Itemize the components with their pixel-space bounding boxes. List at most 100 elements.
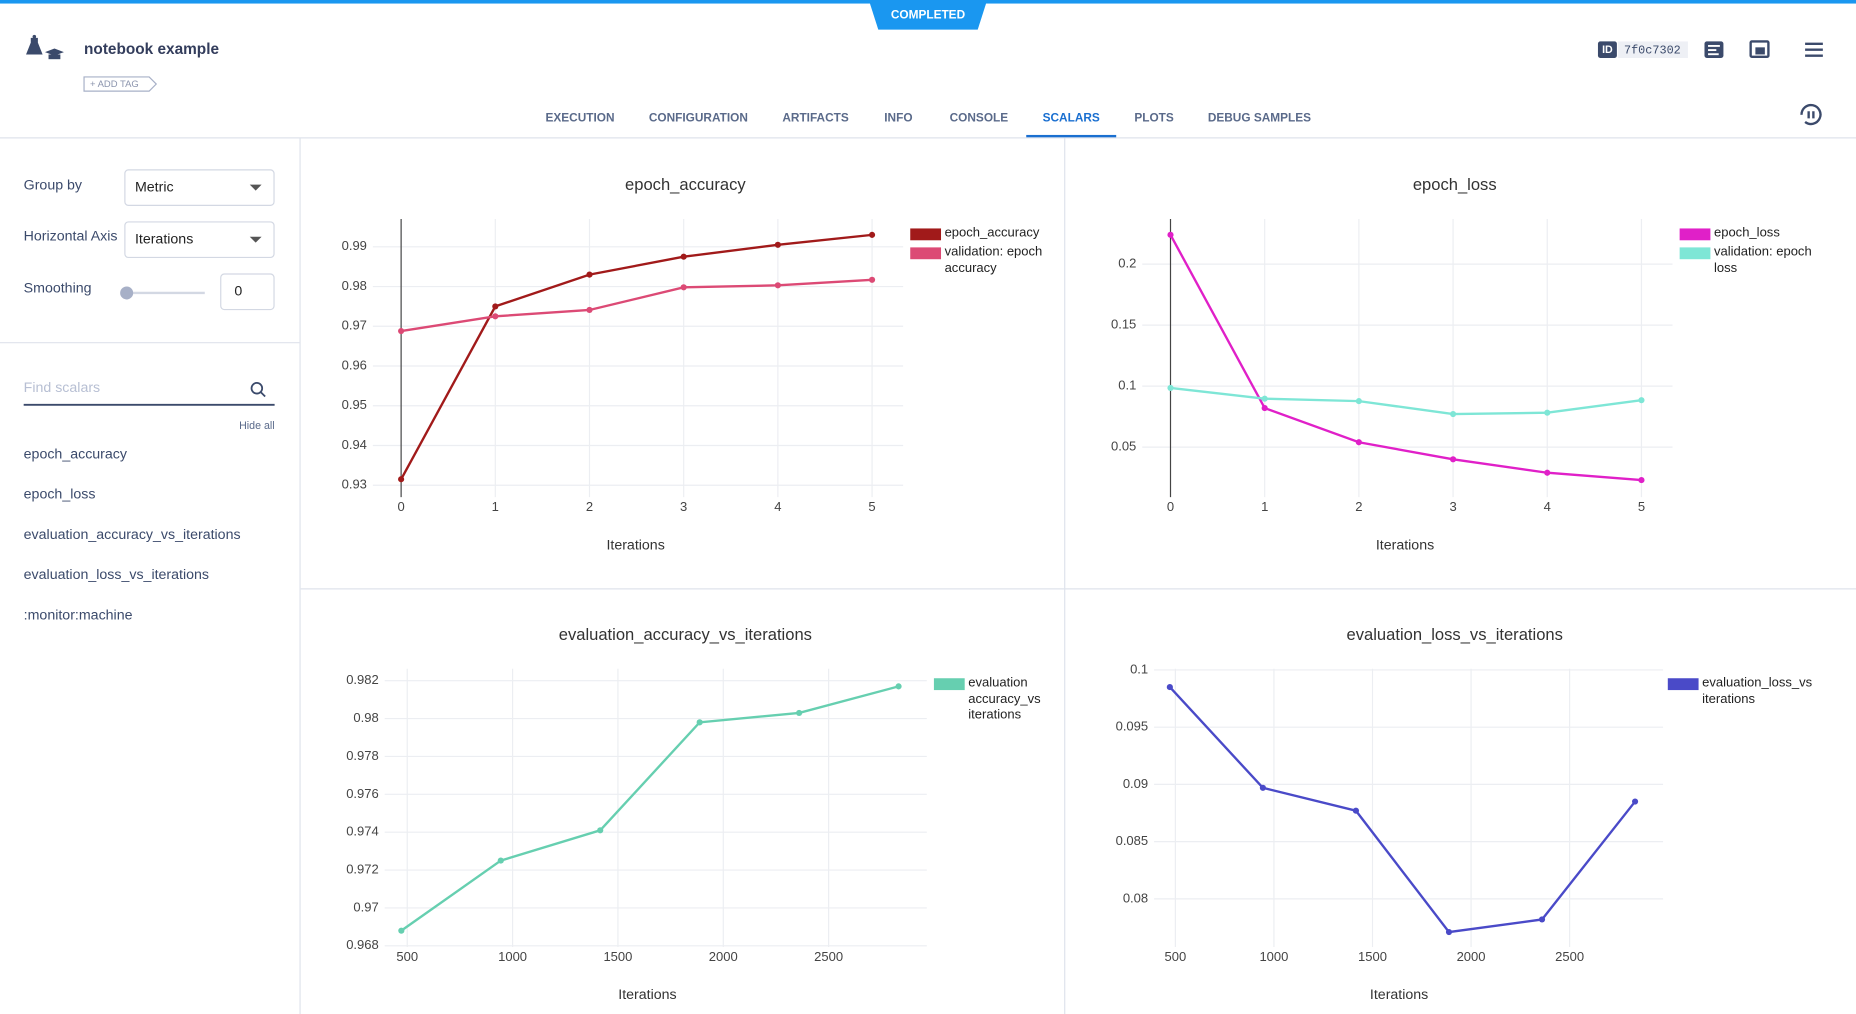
chart-title: evaluation_accuracy_vs_iterations — [559, 625, 812, 644]
data-point — [586, 306, 593, 314]
legend-swatch[interactable] — [933, 678, 965, 691]
search-icon[interactable] — [250, 382, 266, 398]
info-icon[interactable] — [1704, 41, 1724, 58]
data-point — [1538, 916, 1546, 923]
tab[interactable]: EXECUTION — [545, 110, 614, 124]
series-line — [400, 685, 899, 932]
legend-swatch[interactable] — [1679, 247, 1711, 260]
tab[interactable]: CONFIGURATION — [649, 110, 748, 124]
x-tick-label: 2500 — [814, 949, 843, 964]
x-axis-label: Iterations — [1370, 987, 1428, 1003]
y-tick-label: 0.97 — [342, 318, 367, 333]
logo — [26, 34, 64, 60]
data-point — [1449, 410, 1457, 418]
legend-swatch[interactable] — [910, 247, 942, 260]
metric-item[interactable]: epoch_accuracy — [24, 446, 128, 462]
chart-title: evaluation_loss_vs_iterations — [1347, 625, 1563, 644]
y-tick-label: 0.972 — [346, 861, 379, 876]
data-point — [1167, 231, 1174, 238]
data-point — [398, 927, 405, 934]
x-tick-label: 3 — [680, 499, 687, 514]
tab[interactable]: INFO — [884, 110, 912, 124]
tab[interactable]: DEBUG SAMPLES — [1208, 110, 1311, 124]
y-tick-label: 0.09 — [1123, 776, 1148, 791]
tab[interactable]: PLOTS — [1134, 110, 1174, 124]
y-tick-label: 0.968 — [346, 937, 379, 952]
legend-swatch[interactable] — [1679, 228, 1711, 241]
x-tick-label: 2000 — [1457, 949, 1486, 964]
x-tick-label: 1000 — [498, 949, 527, 964]
data-point — [895, 683, 902, 690]
x-tick-label: 4 — [1544, 499, 1551, 514]
data-point — [586, 271, 593, 278]
y-tick-label: 0.978 — [346, 748, 379, 763]
metric-item[interactable]: epoch_loss — [24, 487, 96, 503]
x-tick-label: 5 — [868, 499, 875, 514]
x-tick-label: 2 — [1355, 499, 1362, 514]
dropdown-arrow — [249, 184, 262, 191]
smoothing-input[interactable] — [220, 273, 275, 311]
tab[interactable]: ARTIFACTS — [782, 110, 848, 124]
id-box[interactable] — [1618, 41, 1688, 58]
legend-swatch[interactable] — [1667, 678, 1699, 691]
metric-item[interactable]: :monitor:machine — [24, 607, 133, 623]
slider-knob[interactable] — [120, 286, 134, 300]
tab[interactable]: CONSOLE — [950, 110, 1009, 124]
chart-title: epoch_loss — [1413, 175, 1497, 194]
search-placeholder[interactable]: Find scalars — [24, 380, 100, 396]
x-tick-label: 500 — [1165, 949, 1187, 964]
status-badge — [868, 0, 988, 30]
y-tick-label: 0.2 — [1118, 256, 1136, 271]
x-tick-label: 0 — [1167, 499, 1174, 514]
x-tick-label: 5 — [1638, 499, 1645, 514]
refresh-icon[interactable] — [1800, 103, 1822, 126]
legend-swatch[interactable] — [910, 228, 942, 241]
legend-label: epoch_accuracy — [944, 226, 1040, 241]
data-point — [774, 282, 781, 289]
x-tick-label: 0 — [397, 499, 404, 514]
smoothing-value[interactable]: 0 — [234, 284, 242, 300]
add-tag-button[interactable] — [83, 76, 158, 92]
series-line — [1169, 234, 1642, 482]
x-axis-label: Iterations — [618, 987, 676, 1003]
data-point — [497, 857, 504, 864]
y-tick-label: 0.982 — [346, 672, 379, 687]
series-line — [1168, 686, 1636, 934]
data-point — [1544, 469, 1551, 476]
data-point — [597, 827, 604, 834]
data-point — [398, 327, 405, 335]
menu-icon[interactable] — [1805, 42, 1823, 57]
y-tick-label: 0.96 — [342, 357, 367, 372]
dropdown-arrow — [249, 236, 262, 243]
x-tick-label: 2000 — [709, 949, 738, 964]
series-line — [400, 278, 873, 333]
metric-item[interactable]: evaluation_accuracy_vs_iterations — [24, 527, 241, 543]
data-point — [1261, 395, 1268, 402]
x-tick-label: 1500 — [603, 949, 632, 964]
data-point — [868, 231, 876, 238]
x-tick-label: 3 — [1449, 499, 1456, 514]
y-tick-label: 0.95 — [342, 397, 367, 412]
y-tick-label: 0.05 — [1111, 439, 1136, 454]
metric-item[interactable]: evaluation_loss_vs_iterations — [24, 567, 209, 583]
axis-select[interactable] — [124, 221, 275, 259]
axis-value[interactable]: Iterations — [135, 231, 193, 247]
data-point — [796, 709, 803, 716]
x-tick-label: 2 — [586, 499, 593, 514]
smoothing-label: Smoothing — [24, 281, 92, 297]
layout-icon[interactable] — [1749, 40, 1770, 58]
data-point — [1261, 405, 1268, 412]
data-point — [1449, 456, 1457, 463]
tab[interactable]: SCALARS — [1043, 110, 1100, 124]
x-axis-label: Iterations — [1376, 537, 1434, 553]
hide-all[interactable]: Hide all — [239, 420, 275, 432]
status-text: COMPLETED — [891, 8, 966, 22]
y-tick-label: 0.99 — [342, 238, 367, 253]
id-value[interactable]: 7f0c7302 — [1624, 43, 1681, 57]
data-point — [868, 276, 876, 283]
group-by-select[interactable] — [124, 169, 275, 206]
add-tag-label[interactable]: + ADD TAG — [90, 79, 139, 90]
group-by-value[interactable]: Metric — [135, 179, 174, 195]
